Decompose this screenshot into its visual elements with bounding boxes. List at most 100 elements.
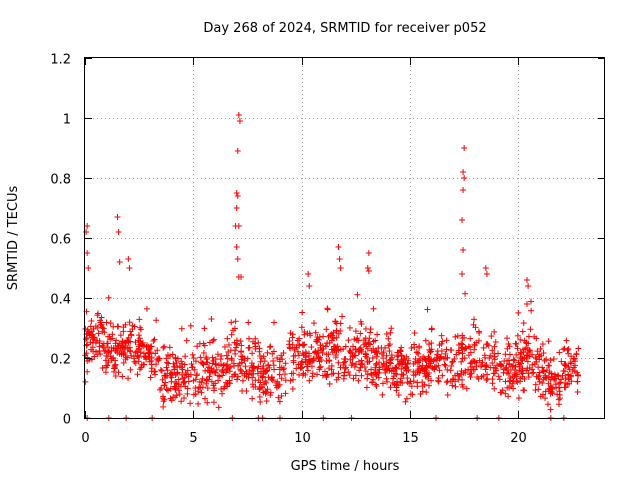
data-point [515,395,522,402]
data-point [573,351,580,358]
data-point [112,361,119,368]
data-point [459,271,465,277]
data-point [539,391,546,398]
data-point [238,367,245,374]
data-point [373,348,380,355]
data-point [449,358,456,365]
data-point [262,389,269,396]
data-point [176,391,183,398]
data-point [376,364,383,371]
data-point [365,340,372,347]
data-point [234,256,241,262]
data-point [535,386,542,393]
data-point [458,358,465,365]
y-tick-label: 1 [63,113,71,128]
data-point [328,371,335,378]
data-point [562,384,569,391]
data-point [370,376,377,383]
y-tick-label: 0.2 [50,353,71,368]
data-point [434,348,441,355]
data-point [237,338,244,345]
data-point [105,294,112,301]
data-point [360,337,367,344]
data-point [128,352,135,359]
data-point [447,367,454,374]
data-point [183,337,190,344]
data-point [206,373,213,380]
data-point [179,375,186,382]
data-point [461,145,468,151]
data-point [403,353,410,360]
data-point [520,387,527,394]
data-point [556,384,563,391]
data-point [233,244,240,250]
data-point [491,385,498,392]
data-point [505,393,512,400]
data-point [184,390,191,397]
x-tick-label: 10 [294,431,311,446]
data-point [416,363,423,370]
data-point [190,391,197,398]
data-point [223,352,230,359]
data-point [452,383,459,390]
data-point [526,353,533,360]
data-point [493,362,500,369]
data-point [259,365,266,372]
y-tick-label: 0.8 [50,173,71,188]
data-point [525,283,532,289]
data-point [230,360,237,367]
data-point [192,358,199,365]
data-point [358,372,365,379]
data-point [403,367,410,374]
data-point [134,371,141,378]
data-point [136,354,143,361]
data-point [225,348,232,355]
data-point [161,343,168,350]
data-point [255,339,262,346]
data-point [165,360,172,367]
data-point [156,355,163,362]
data-point [212,361,219,368]
x-tick-label: 0 [81,431,89,446]
data-point [408,383,415,390]
data-point [480,344,487,351]
data-point [456,372,463,379]
data-point [386,341,393,348]
data-point [556,349,563,356]
data-point [210,399,217,406]
data-point [148,368,155,375]
data-point [537,345,544,352]
data-point [428,356,435,363]
data-point [184,385,191,392]
data-point [301,328,308,335]
data-point [506,361,513,368]
data-point [346,348,353,355]
data-point [234,376,241,383]
data-point [286,341,293,348]
data-point [157,366,164,373]
data-point [210,336,217,343]
data-point [364,375,371,382]
data-point [542,395,549,402]
data-point [288,370,295,377]
data-point [290,359,297,366]
data-point [342,365,349,372]
data-point [208,378,215,385]
data-point [219,366,226,373]
data-point [114,214,121,220]
data-point [355,337,362,344]
data-point [511,357,518,364]
data-point [259,374,266,381]
data-point [443,346,450,353]
data-point [103,319,110,326]
data-point [263,398,270,405]
data-point [480,372,487,379]
data-point [125,375,132,382]
data-point [166,344,173,351]
data-point [107,320,114,327]
data-point [88,318,95,325]
data-point [214,351,221,358]
data-point [529,361,536,368]
data-point [224,355,231,362]
data-point [295,352,302,359]
